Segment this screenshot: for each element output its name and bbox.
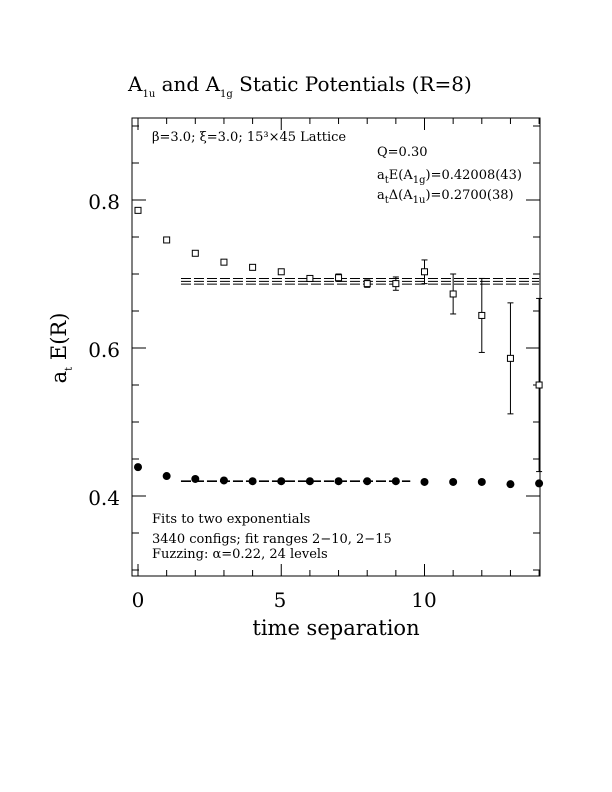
a1u-point-t0 xyxy=(134,206,142,214)
annotation-delta-mid: Δ(A xyxy=(389,188,413,203)
a1g-point-t1 xyxy=(162,472,171,481)
a1g-point-t5 xyxy=(277,477,286,486)
a1g-point-t2 xyxy=(191,474,200,483)
a1g-point-t9 xyxy=(391,477,400,486)
title-a1u-base: A xyxy=(127,72,143,96)
axis-ticks xyxy=(132,118,540,576)
a1g-point-t13 xyxy=(506,480,515,489)
annotation-delta: atΔ(A1u)=0.2700(38) xyxy=(377,188,514,206)
fit-bands xyxy=(180,278,540,482)
x-axis-label: time separation xyxy=(252,616,419,640)
a1u-point-t7 xyxy=(335,274,343,282)
a1u-point-t11 xyxy=(449,290,457,298)
a1u-point-t14 xyxy=(535,381,543,389)
a1u-point-t6 xyxy=(306,274,314,282)
y-tick-label-0.6: 0.6 xyxy=(88,338,120,362)
title-a1g-subscript: 1g xyxy=(220,89,233,100)
a1u-point-t8 xyxy=(363,280,371,288)
annotation-energy-value: )=0.42008(43) xyxy=(426,168,522,183)
y-tick-label-0.8: 0.8 xyxy=(88,190,120,214)
a1g-point-t0 xyxy=(134,463,142,472)
annotation-energy-sub-t: t xyxy=(385,175,389,186)
a1u-point-t2 xyxy=(191,249,199,257)
a1u-point-t12 xyxy=(478,311,486,319)
annotation-fits-line1: Fits to two exponentials xyxy=(152,512,310,527)
a1u-point-t13 xyxy=(506,354,514,362)
a1u-point-t3 xyxy=(220,258,228,266)
annotation-delta-sub-t: t xyxy=(385,195,389,206)
a1g-point-t10 xyxy=(420,477,429,486)
title-and-a: and A xyxy=(155,72,220,96)
plot-frame xyxy=(131,117,541,577)
x-tick-label-10: 10 xyxy=(411,588,436,612)
a1g-point-t7 xyxy=(334,477,343,486)
a1g-point-t11 xyxy=(449,477,458,486)
annotation-energy-sub-1g: 1g xyxy=(413,175,426,186)
y-axis-label-subscript: t xyxy=(64,367,75,371)
x-tick-label-5: 5 xyxy=(274,588,287,612)
x-tick-label-0: 0 xyxy=(132,588,145,612)
annotation-fits-line2: 3440 configs; fit ranges 2−10, 2−15 xyxy=(152,532,392,547)
data-points xyxy=(134,206,544,489)
a1u-point-t1 xyxy=(163,236,171,244)
annotation-energy-mid: E(A xyxy=(389,168,414,183)
title-rest: Static Potentials (R=8) xyxy=(233,72,472,96)
chart-title: A1u and A1g Static Potentials (R=8) xyxy=(127,72,472,100)
y-axis-label-rest: E(R) xyxy=(47,313,71,367)
a1u-point-t4 xyxy=(249,263,257,271)
a1g-point-t12 xyxy=(477,477,486,486)
a1u-point-t10 xyxy=(421,268,428,276)
annotation-lattice: β=3.0; ξ=3.0; 15³×45 Lattice xyxy=(152,130,346,145)
a1u-point-t5 xyxy=(277,268,285,276)
a1u-point-t9 xyxy=(392,280,400,288)
y-tick-label-0.4: 0.4 xyxy=(88,486,120,510)
annotation-delta-value: )=0.2700(38) xyxy=(425,188,513,203)
title-a1u-subscript: 1u xyxy=(142,89,155,100)
annotation-energy-a: a xyxy=(377,168,385,183)
a1g-point-t8 xyxy=(363,477,372,486)
annotation-delta-sub-1u: 1u xyxy=(413,195,426,206)
annotation-energy: atE(A1g)=0.42008(43) xyxy=(377,168,522,186)
a1g-point-t4 xyxy=(248,477,257,486)
annotation-fits-line3: Fuzzing: α=0.22, 24 levels xyxy=(152,547,328,562)
annotation-delta-a: a xyxy=(377,188,385,203)
y-axis-label-a: a xyxy=(47,371,71,384)
a1g-point-t3 xyxy=(219,476,228,485)
y-axis-label: at E(R) xyxy=(47,313,75,384)
a1g-point-t6 xyxy=(305,477,314,486)
annotation-q: Q=0.30 xyxy=(377,145,428,160)
a1g-point-t14 xyxy=(535,479,544,488)
